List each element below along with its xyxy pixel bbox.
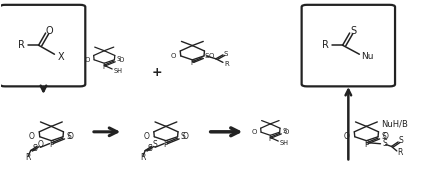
Text: S: S (181, 132, 186, 140)
Text: R: R (18, 40, 24, 50)
Text: O: O (383, 132, 389, 141)
Text: Nu: Nu (361, 52, 373, 61)
Text: S: S (381, 132, 386, 140)
Text: R: R (224, 61, 229, 67)
Text: S: S (33, 144, 38, 153)
Text: O: O (143, 132, 149, 141)
Text: S: S (66, 132, 71, 140)
Text: S: S (147, 144, 152, 153)
Text: S: S (152, 140, 157, 149)
Text: P: P (102, 64, 106, 70)
FancyBboxPatch shape (301, 5, 395, 86)
Text: O: O (38, 140, 43, 149)
Text: S: S (116, 56, 121, 62)
FancyBboxPatch shape (0, 5, 85, 86)
Text: O: O (84, 57, 90, 63)
Text: R: R (397, 148, 402, 157)
Text: R: R (140, 153, 145, 162)
Text: +: + (152, 66, 162, 79)
Text: S: S (224, 51, 228, 57)
Text: O: O (251, 129, 257, 135)
Text: R: R (25, 153, 30, 162)
Text: P: P (164, 140, 168, 149)
Text: S: S (351, 26, 357, 36)
Text: NuH/B: NuH/B (381, 119, 408, 128)
Text: P: P (268, 136, 272, 142)
Text: O: O (171, 53, 176, 59)
Text: O: O (119, 57, 124, 63)
Text: O: O (29, 132, 35, 141)
Text: S: S (399, 136, 404, 145)
Text: SH: SH (280, 140, 289, 146)
Text: O: O (183, 132, 188, 141)
Text: O: O (46, 26, 53, 36)
Text: O: O (344, 132, 350, 141)
Text: R: R (321, 40, 328, 50)
Text: S: S (282, 128, 286, 134)
Text: O: O (68, 132, 74, 141)
Text: S: S (204, 53, 209, 59)
Text: P: P (364, 140, 369, 149)
Text: SH: SH (114, 68, 123, 74)
Text: S: S (383, 139, 388, 148)
Text: X: X (57, 52, 64, 62)
Text: P: P (49, 140, 53, 149)
Text: P: P (191, 60, 194, 66)
Text: O: O (208, 53, 214, 59)
Text: O: O (284, 129, 290, 135)
